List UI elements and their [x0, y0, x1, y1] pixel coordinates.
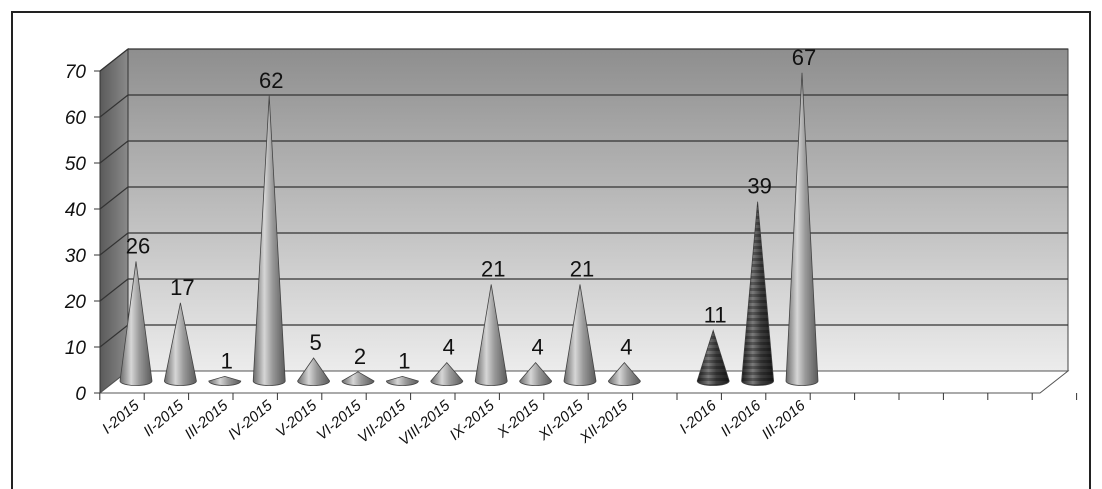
x-tick-label: I-2015 — [99, 397, 143, 438]
gridline-side — [99, 94, 129, 118]
data-label: 21 — [570, 256, 594, 281]
gridline-side — [99, 278, 129, 302]
chart-walls — [98, 47, 1070, 395]
y-tick-label: 20 — [64, 292, 87, 313]
cone — [297, 357, 331, 386]
x-tick-label: X-2015 — [493, 397, 542, 442]
y-tick-label: 10 — [65, 338, 87, 359]
cone — [385, 375, 419, 386]
cone — [119, 261, 153, 386]
x-tick-label: IV-2015 — [225, 397, 276, 444]
x-tick-label: VIII-2015 — [396, 397, 454, 450]
cone — [519, 361, 553, 386]
y-tick-label: 0 — [75, 384, 86, 405]
data-label: 5 — [309, 330, 321, 355]
data-label: 4 — [620, 335, 632, 360]
x-tick-label: III-2016 — [759, 397, 809, 443]
data-label: 1 — [398, 348, 410, 373]
chart-frame — [11, 11, 1091, 489]
data-label: 2 — [354, 344, 366, 369]
data-label: 4 — [443, 335, 455, 360]
gridline-side — [99, 140, 129, 164]
cone — [252, 95, 286, 386]
gridline-side — [99, 324, 129, 348]
gridline-side — [99, 232, 129, 256]
gridline-side — [99, 48, 129, 72]
x-tick-label: XII-2015 — [576, 397, 632, 448]
y-axis: 0 10 20 30 40 50 60 70 — [64, 62, 101, 405]
x-tick-label: III-2015 — [181, 397, 231, 443]
cone — [163, 302, 197, 386]
y-tick-label: 30 — [65, 246, 87, 267]
gridline-side — [99, 186, 129, 210]
data-label: 11 — [704, 302, 727, 327]
y-tick-label: 50 — [65, 154, 87, 175]
data-label: 67 — [792, 45, 816, 70]
data-label: 39 — [747, 174, 771, 199]
y-tick-label: 70 — [65, 62, 87, 83]
cone — [430, 361, 464, 386]
data-label: 17 — [170, 275, 194, 300]
data-label: 4 — [531, 335, 543, 360]
gridlines — [99, 48, 1068, 348]
cone — [341, 371, 375, 386]
cone — [741, 201, 775, 386]
data-label: 1 — [221, 348, 233, 373]
x-axis: I-2015II-2015III-2015IV-2015V-2015VI-201… — [99, 393, 1078, 450]
y-tick-label: 40 — [65, 200, 87, 221]
x-tick-label: V-2015 — [273, 397, 321, 441]
side-wall — [99, 47, 129, 395]
x-tick-label: IX-2015 — [447, 397, 499, 444]
cone — [208, 375, 242, 386]
cone — [696, 329, 730, 386]
cone — [607, 361, 641, 386]
x-tick-label: I-2016 — [676, 397, 720, 438]
cone — [563, 284, 597, 386]
cone — [785, 72, 819, 386]
cones — [119, 72, 819, 386]
data-label: 21 — [481, 256, 505, 281]
cone — [474, 284, 508, 386]
cone-chart: 0 10 20 30 40 50 60 70 I-2015II-2015III-2015IV-… — [64, 45, 1078, 450]
x-tick-label: II-2015 — [140, 397, 187, 440]
data-label: 26 — [126, 233, 150, 258]
x-tick-label: II-2016 — [717, 397, 764, 440]
data-label: 62 — [259, 68, 283, 93]
y-tick-label: 60 — [65, 108, 87, 129]
